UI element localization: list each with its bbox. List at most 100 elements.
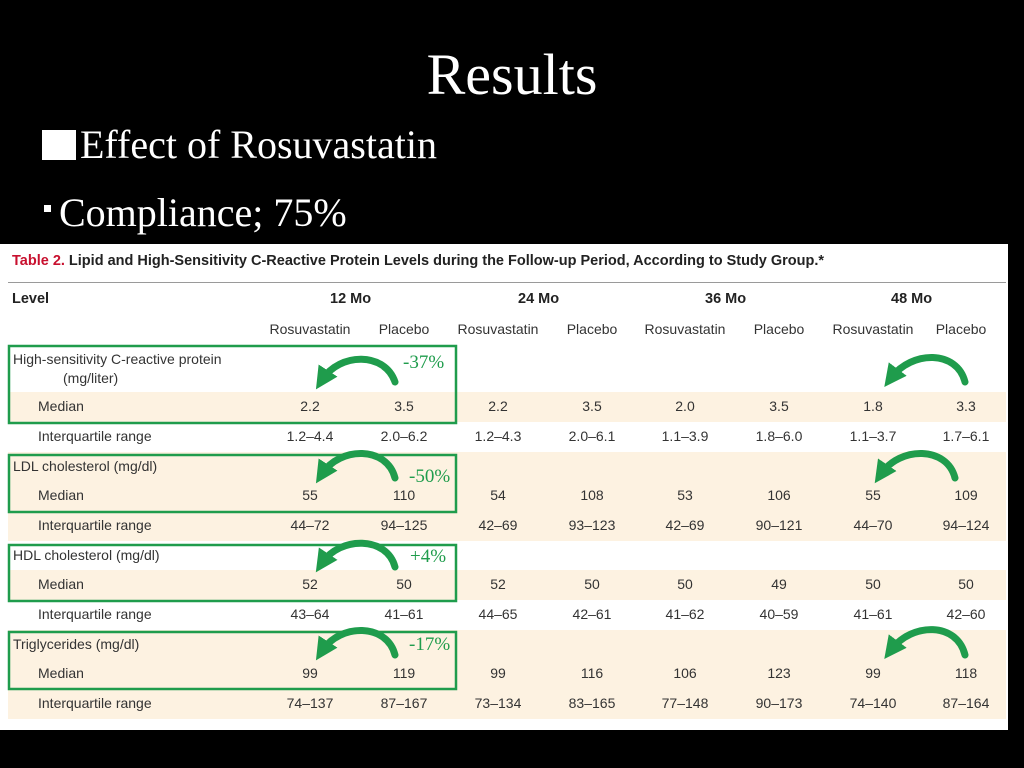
table-cell: 1.1–3.9 [661,428,709,444]
row-label: Median [38,487,84,503]
table-cell: 110 [392,487,416,503]
row-label: Interquartile range [38,606,152,622]
table-row: Interquartile range 43–64 41–61 44–65 42… [8,600,1006,630]
table-cell: 77–148 [661,695,709,711]
bullet-effect-text: Effect of Rosuvastatin [80,122,437,167]
table-cell: 3.5 [394,398,414,414]
table-cell: 41–61 [384,606,424,622]
row-label: Interquartile range [38,517,152,533]
table-cell: 50 [958,576,974,592]
table-cell: 52 [302,576,318,592]
table-caption-text: Lipid and High-Sensitivity C-Reactive Pr… [68,253,825,269]
table-cell: 74–140 [849,695,897,711]
table-row: Interquartile range 1.2–4.4 2.0–6.2 1.2–… [8,422,1006,452]
section-title-row: Triglycerides (mg/dl) [8,630,1006,659]
group-header: Placebo [753,321,805,337]
table-cell: 2.0–6.2 [380,428,428,444]
table-cell: 93–123 [568,517,616,533]
table-cell: 49 [771,576,787,592]
results-table: Table 2. Lipid and High-Sensitivity C-Rea… [0,244,1008,730]
table-cell: 43–64 [290,606,330,622]
table-cell: 52 [490,576,506,592]
table-cell: 108 [580,487,604,503]
table-cell: 1.2–4.4 [286,428,334,444]
table-cell: 2.2 [300,398,320,414]
group-header: Placebo [566,321,618,337]
table-caption: Table 2. Lipid and High-Sensitivity C-Rea… [12,253,824,269]
group-header: Rosuvastatin [457,321,539,337]
table-row: Median 99 119 99 116 106 123 99 118 [8,659,1006,689]
table-cell: 1.8 [863,398,883,414]
table-row: Median 52 50 52 50 50 49 50 50 [8,570,1006,600]
period-header-24mo: 24 Mo [518,291,560,307]
table-row: Interquartile range 44–72 94–125 42–69 9… [8,511,1006,541]
table-cell: 94–125 [380,517,428,533]
table-row: Interquartile range 74–137 87–167 73–134… [8,689,1006,719]
table-cell: 87–164 [942,695,990,711]
row-label: Interquartile range [38,428,152,444]
group-header: Rosuvastatin [269,321,351,337]
group-header: Placebo [935,321,987,337]
table-number: Table 2. [12,253,65,269]
table-cell: 42–60 [946,606,986,622]
table-cell: 1.7–6.1 [942,428,990,444]
section-title: LDL cholesterol (mg/dl) [13,458,158,474]
table-row: Median 55 110 54 108 53 106 55 109 [8,481,1006,511]
group-header: Rosuvastatin [644,321,726,337]
table-cell: 2.0–6.1 [568,428,616,444]
table-cell: 83–165 [568,695,616,711]
table-cell: 119 [392,665,416,681]
table-cell: 90–121 [755,517,803,533]
table-cell: 3.3 [956,398,976,414]
group-header: Placebo [378,321,430,337]
square-bullet-icon [42,130,76,160]
period-header-12mo: 12 Mo [330,291,372,307]
table-cell: 44–72 [290,517,330,533]
section-title: High-sensitivity C-reactive protein [13,351,222,367]
row-label: Interquartile range [38,695,152,711]
bullet-compliance: Compliance; 75% [44,189,347,237]
table-cell: 53 [677,487,693,503]
table-cell: 99 [490,665,506,681]
table-cell: 50 [865,576,881,592]
row-label: Median [38,576,84,592]
table-cell: 50 [677,576,693,592]
table-cell: 94–124 [942,517,990,533]
table-cell: 40–59 [759,606,799,622]
table-cell: 2.2 [488,398,508,414]
section-title-unit: (mg/liter) [63,370,119,386]
section-title-row: High-sensitivity C-reactive protein (mg/… [8,346,1006,392]
table-cell: 42–69 [665,517,705,533]
table-cell: 42–61 [572,606,612,622]
table-cell: 55 [302,487,318,503]
table-cell: 74–137 [286,695,334,711]
row-label: Median [38,398,84,414]
table-cell: 44–65 [478,606,518,622]
section-title-row: HDL cholesterol (mg/dl) [8,541,1006,570]
table-top-rule [8,282,1006,283]
table-cell: 73–134 [474,695,522,711]
table-cell: 99 [865,665,881,681]
table-cell: 2.0 [675,398,695,414]
row-label: Median [38,665,84,681]
table-cell: 1.1–3.7 [849,428,897,444]
table-cell: 50 [396,576,412,592]
level-header: Level [12,291,50,307]
table-cell: 90–173 [755,695,803,711]
section-title-row: LDL cholesterol (mg/dl) [8,452,1006,481]
table-cell: 55 [865,487,881,503]
table-cell: 44–70 [853,517,893,533]
table-cell: 87–167 [380,695,428,711]
table-cell: 3.5 [582,398,602,414]
table-cell: 109 [954,487,978,503]
table-cell: 42–69 [478,517,518,533]
table-cell: 106 [673,665,697,681]
table-cell: 1.8–6.0 [755,428,803,444]
table-cell: 41–61 [853,606,893,622]
table-row: Median 2.2 3.5 2.2 3.5 2.0 3.5 1.8 3.3 [8,392,1006,422]
bullet-effect: Effect of Rosuvastatin [42,121,437,169]
table-cell: 3.5 [769,398,789,414]
group-header: Rosuvastatin [832,321,914,337]
table-cell: 41–62 [665,606,705,622]
table-cell: 123 [767,665,791,681]
